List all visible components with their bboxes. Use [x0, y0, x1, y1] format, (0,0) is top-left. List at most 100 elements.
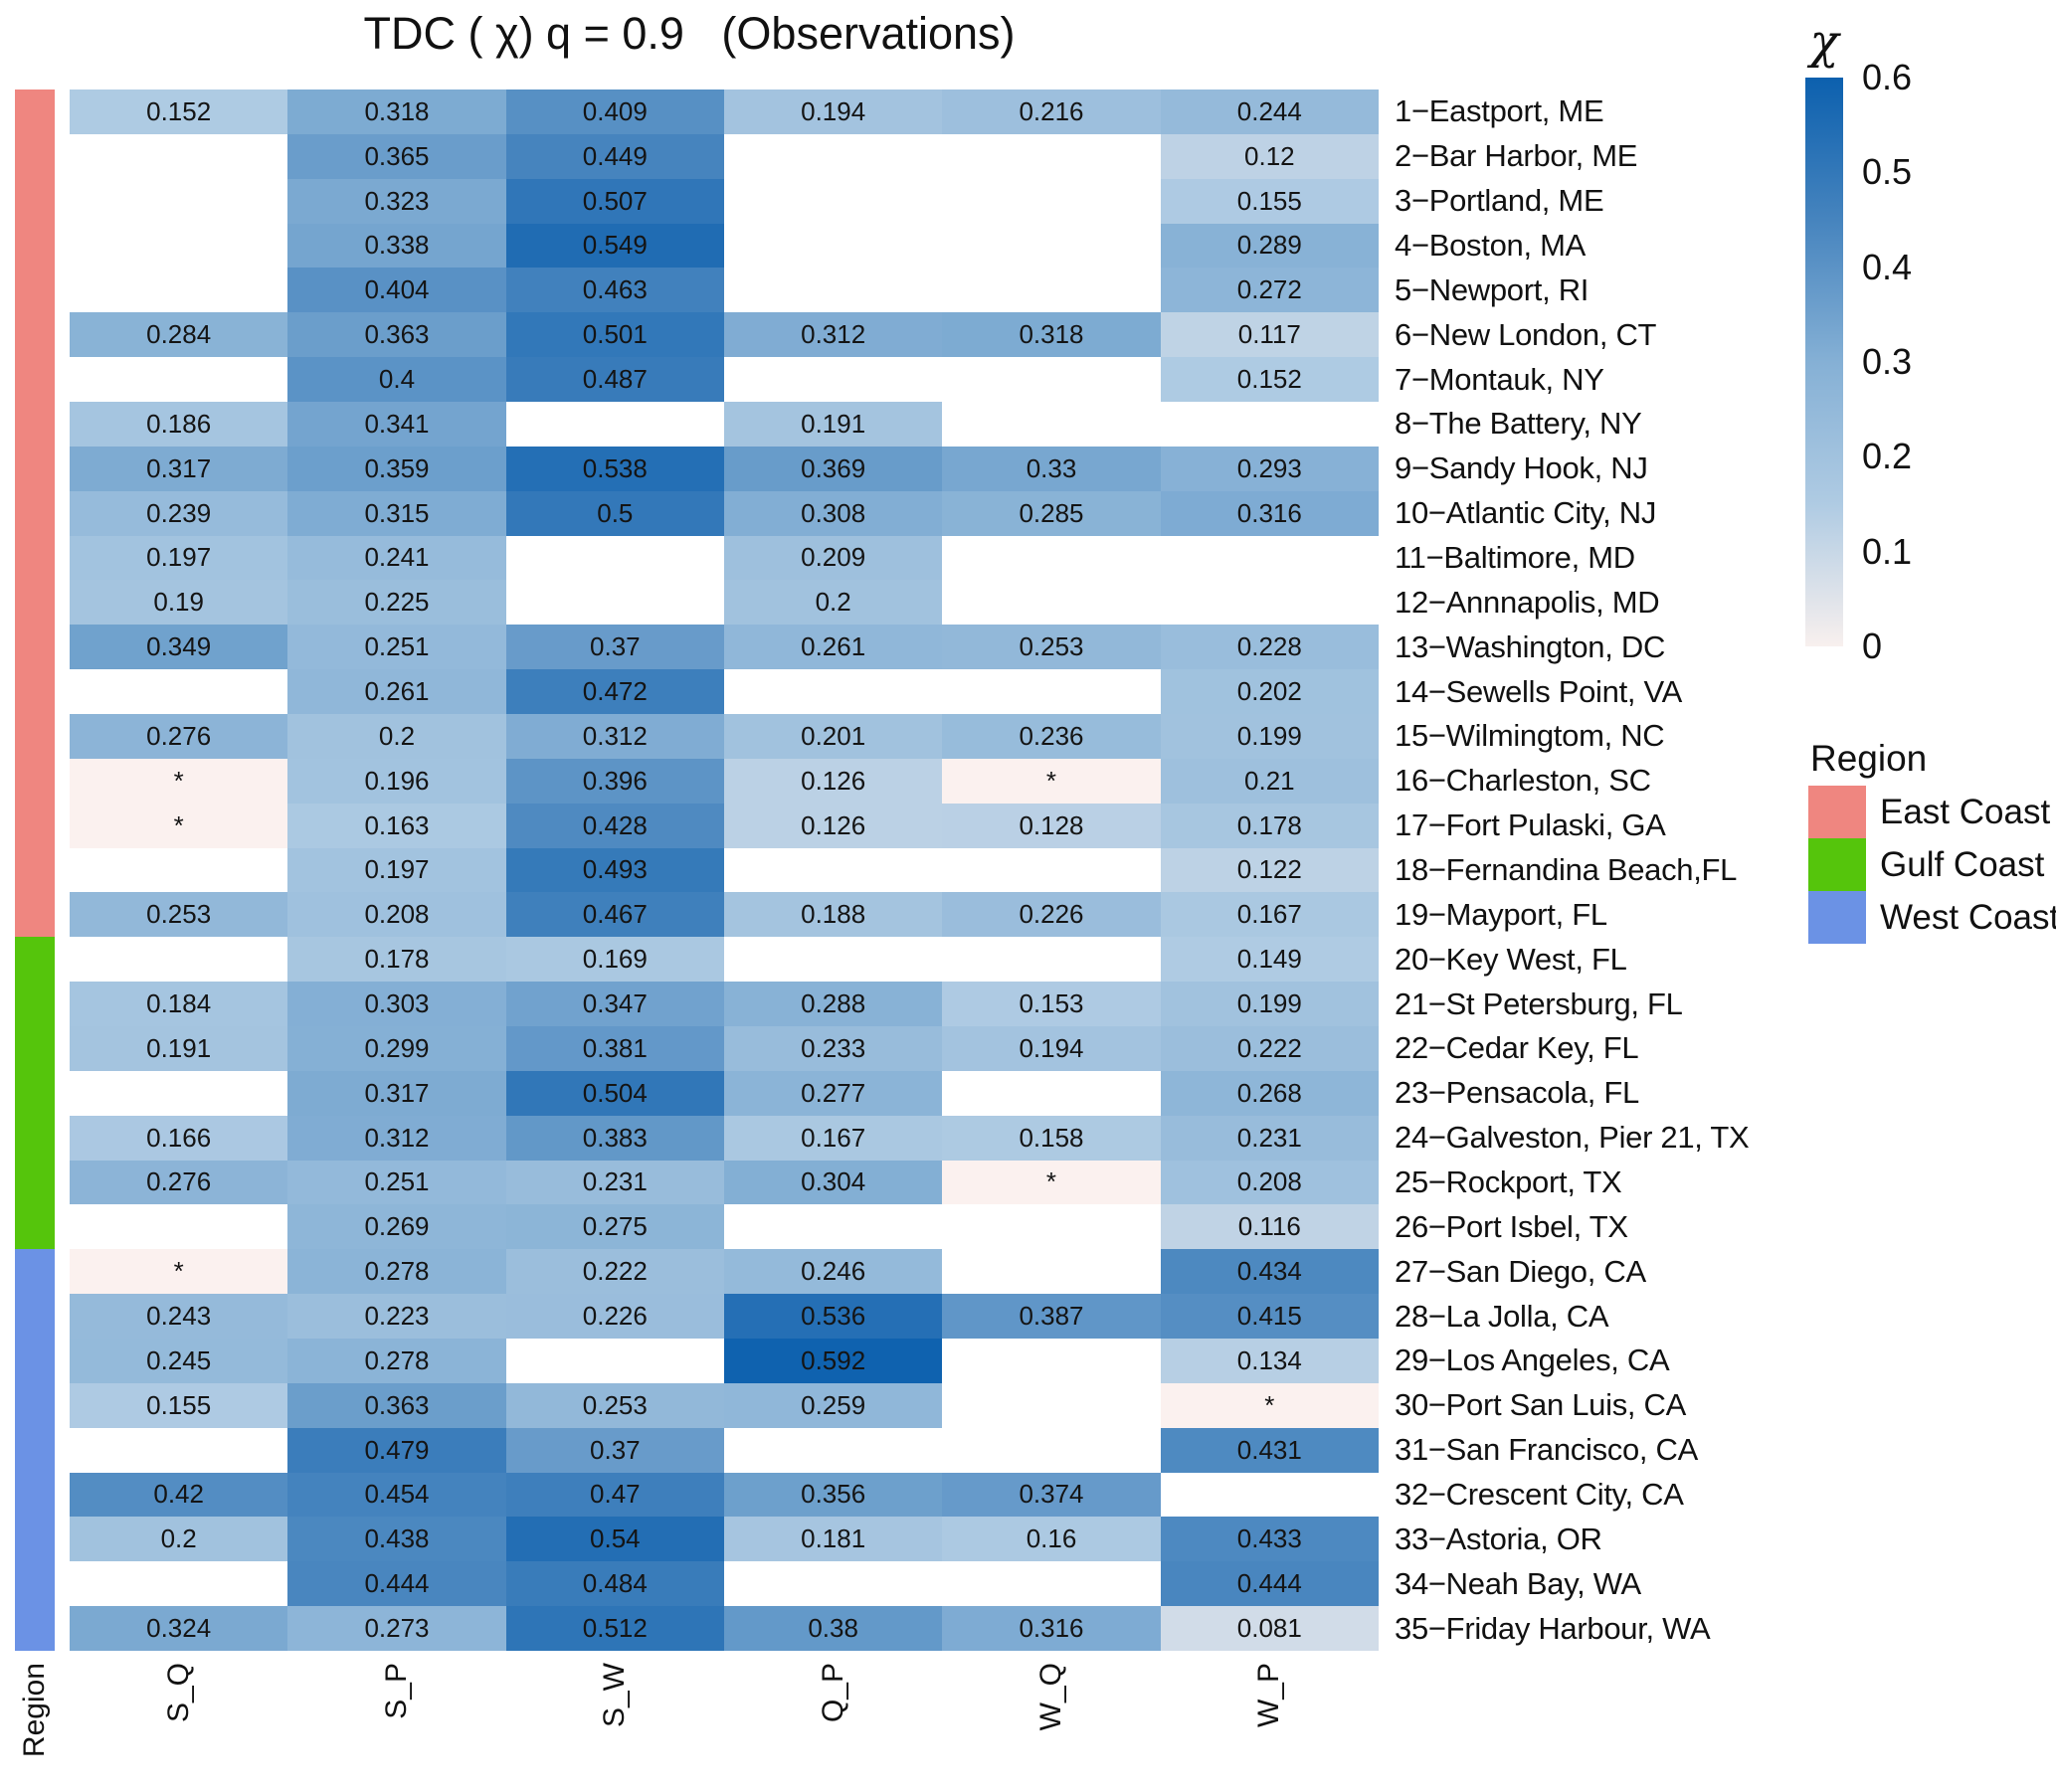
heatmap-cell: 0.438 — [287, 1517, 506, 1562]
heatmap-cell: 0.324 — [70, 1606, 288, 1651]
row-label: 1−Eastport, ME — [1395, 93, 1604, 129]
legend-swatch — [1808, 891, 1866, 944]
region-strip-east-coast — [15, 90, 55, 938]
heatmap-cell: 0.225 — [287, 580, 506, 626]
heatmap-cell: 0.253 — [505, 1382, 724, 1428]
heatmap-cell: 0.288 — [723, 982, 943, 1026]
heatmap-grid: 0.152 0.318 0.409 0.194 0.216 0.244 0.365 0.449… — [70, 90, 1379, 1651]
row-label: 17−Fort Pulaski, GA — [1395, 807, 1666, 843]
heatmap-cell: 0.47 — [505, 1472, 724, 1518]
col-label-w_p: W_P — [1252, 1663, 1286, 1728]
heatmap-cell — [70, 937, 288, 983]
colorbar-tick-label: 0.5 — [1862, 151, 1913, 193]
legend-entry: West Coast — [1808, 891, 2056, 944]
heatmap-cell — [942, 669, 1161, 714]
heatmap-cell — [723, 669, 943, 714]
row-label: 29−Los Angeles, CA — [1395, 1343, 1670, 1378]
heatmap-cell: 0.303 — [287, 982, 506, 1026]
heatmap-cell — [70, 133, 288, 179]
page-title: TDC ( χ) q = 0.9 (Observations) — [363, 8, 1016, 59]
heatmap-cell: 0.134 — [1160, 1339, 1379, 1383]
heatmap-cell: 0.404 — [287, 268, 506, 313]
heatmap-cell — [70, 1204, 288, 1250]
heatmap-cell: 0.54 — [505, 1517, 724, 1562]
row-label: 21−St Petersburg, FL — [1395, 986, 1683, 1021]
colorbar-title: χ — [1809, 14, 1839, 70]
row-label: 20−Key West, FL — [1395, 941, 1627, 977]
heatmap-cell: 0.199 — [1160, 714, 1379, 759]
row-label: 6−New London, CT — [1395, 316, 1657, 352]
legend-label: Gulf Coast — [1880, 844, 2045, 884]
heatmap-cell: 0.312 — [287, 1115, 506, 1161]
heatmap-cell — [723, 937, 943, 983]
heatmap-cell — [942, 133, 1161, 179]
heatmap-cell: 0.272 — [1160, 268, 1379, 313]
col-label-s_p: S_P — [380, 1663, 413, 1719]
heatmap-cell: 0.493 — [505, 847, 724, 893]
heatmap-cell: 0.38 — [723, 1606, 943, 1651]
heatmap-cell: 0.317 — [287, 1070, 506, 1116]
heatmap-cell — [942, 402, 1161, 447]
heatmap-cell — [723, 268, 943, 313]
heatmap-cell: 0.444 — [287, 1561, 506, 1607]
heatmap-cell: 0.253 — [942, 625, 1161, 670]
heatmap-cell: 0.186 — [70, 402, 288, 447]
row-label: 13−Washington, DC — [1395, 628, 1666, 664]
heatmap-cell: 0.155 — [1160, 178, 1379, 224]
heatmap-cell: 0.194 — [723, 90, 943, 134]
heatmap-cell: 0.126 — [723, 803, 943, 848]
col-label-s_q: S_Q — [161, 1663, 195, 1723]
heatmap-cell — [723, 133, 943, 179]
region-legend-title: Region — [1810, 738, 1928, 779]
heatmap-cell: 0.184 — [70, 982, 288, 1026]
row-label: 35−Friday Harbour, WA — [1395, 1610, 1711, 1646]
heatmap-cell — [505, 402, 724, 447]
heatmap-cell: 0.338 — [287, 223, 506, 269]
legend-entry: Gulf Coast — [1808, 838, 2056, 891]
row-label: 24−Galveston, Pier 21, TX — [1395, 1120, 1750, 1156]
legend-swatch — [1808, 838, 1866, 891]
heatmap-cell: 0.202 — [1160, 669, 1379, 714]
row-label: 5−Newport, RI — [1395, 271, 1589, 307]
legend-label: East Coast — [1880, 792, 2051, 831]
colorbar-tick-label: 0 — [1862, 626, 1883, 666]
heatmap-cell: 0.273 — [287, 1606, 506, 1651]
row-label: 32−Crescent City, CA — [1395, 1477, 1684, 1513]
heatmap-cell: 0.316 — [942, 1606, 1161, 1651]
heatmap-cell: 0.463 — [505, 268, 724, 313]
heatmap-cell: 0.188 — [723, 892, 943, 938]
colorbar-tick-label: 0.6 — [1862, 57, 1913, 97]
heatmap-cell: 0.299 — [287, 1026, 506, 1071]
heatmap-cell: 0.191 — [70, 1026, 288, 1071]
row-label: 31−San Francisco, CA — [1395, 1432, 1699, 1468]
heatmap-cell: 0.341 — [287, 402, 506, 447]
heatmap-cell — [70, 1070, 288, 1116]
row-label: 9−Sandy Hook, NJ — [1395, 450, 1648, 486]
heatmap-cell — [1160, 535, 1379, 581]
heatmap-cell: 0.507 — [505, 178, 724, 224]
heatmap-cell: 0.244 — [1160, 90, 1379, 134]
heatmap-cell: 0.169 — [505, 937, 724, 983]
heatmap-cell: 0.116 — [1160, 1204, 1379, 1250]
heatmap-cell: 0.278 — [287, 1249, 506, 1295]
row-label: 18−Fernandina Beach,FL — [1395, 852, 1738, 888]
row-label: 25−Rockport, TX — [1395, 1165, 1622, 1200]
heatmap-cell: 0.081 — [1160, 1606, 1379, 1651]
heatmap-cell — [942, 580, 1161, 626]
heatmap-cell — [723, 1427, 943, 1473]
row-label: 3−Portland, ME — [1395, 183, 1604, 219]
heatmap-cell: 0.4 — [287, 357, 506, 402]
heatmap-cell: 0.315 — [287, 490, 506, 536]
heatmap-cell — [70, 1561, 288, 1607]
heatmap-cell: 0.167 — [723, 1115, 943, 1161]
row-label: 22−Cedar Key, FL — [1395, 1030, 1639, 1066]
row-label: 28−La Jolla, CA — [1395, 1298, 1609, 1334]
region-strip — [15, 90, 55, 1651]
colorbar-tick-label: 0.3 — [1862, 341, 1913, 382]
heatmap-cell — [942, 1070, 1161, 1116]
heatmap-cell: 0.194 — [942, 1026, 1161, 1071]
heatmap-cell: 0.251 — [287, 625, 506, 670]
heatmap-cell: 0.484 — [505, 1561, 724, 1607]
heatmap-cell: 0.359 — [287, 446, 506, 491]
heatmap-cell: 0.209 — [723, 535, 943, 581]
